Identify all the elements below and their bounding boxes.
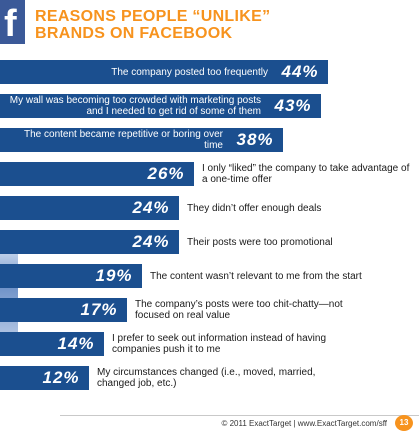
bar-row: My circumstances changed (i.e., moved, m… — [0, 366, 419, 390]
decorative-photo-strip — [0, 242, 18, 342]
bar-row: The company posted too frequently 44% — [0, 60, 419, 84]
bar — [0, 94, 321, 118]
bar-value-label: 24% — [132, 198, 170, 217]
bar-category-label: Their posts were too promotional — [187, 236, 333, 248]
bar-category-label: They didn’t offer enough deals — [187, 202, 322, 214]
bar-value-label: 24% — [132, 232, 170, 251]
bar-value-label: 17% — [80, 300, 118, 319]
bar-category-label: The company’s posts were too chit-chatty… — [135, 299, 343, 321]
bar-value-label: 12% — [42, 368, 80, 387]
bar — [0, 264, 142, 288]
footer-divider — [60, 415, 419, 416]
bar — [0, 196, 179, 220]
bar-category-label: The content became repetitive or boring … — [24, 129, 223, 151]
bar-row: They didn’t offer enough deals 24% — [0, 196, 419, 220]
bar — [0, 332, 104, 356]
bar-category-label: The content wasn’t relevant to me from t… — [150, 270, 362, 282]
bar-category-label: I prefer to seek out information instead… — [112, 333, 327, 355]
bar-row: I prefer to seek out information instead… — [0, 332, 419, 356]
bar-row: Their posts were too promotional 24% — [0, 230, 419, 254]
bar — [0, 366, 89, 390]
bar — [0, 128, 283, 152]
facebook-logo-icon: f — [0, 0, 25, 45]
bar-row: I only “liked” the company to take advan… — [0, 162, 419, 186]
bar-value-label: 14% — [57, 334, 95, 353]
footer-credit: © 2011 ExactTarget | www.ExactTarget.com… — [221, 419, 387, 428]
title-line-1: REASONS PEOPLE “UNLIKE” — [35, 8, 271, 25]
footer: © 2011 ExactTarget | www.ExactTarget.com… — [0, 415, 419, 431]
bar-value-label: 44% — [281, 62, 319, 81]
bar-value-label: 19% — [95, 266, 133, 285]
bar — [0, 230, 179, 254]
bar — [0, 162, 194, 186]
bar-category-label: My circumstances changed (i.e., moved, m… — [97, 367, 316, 389]
bar-row: The content became repetitive or boring … — [0, 128, 419, 152]
bar-category-label: The company posted too frequently — [111, 66, 268, 78]
page-title: REASONS PEOPLE “UNLIKE” BRANDS ON FACEBO… — [35, 8, 270, 42]
bar-row: The company’s posts were too chit-chatty… — [0, 298, 419, 322]
page-number-badge: 13 — [395, 415, 413, 431]
bar-category-label: I only “liked” the company to take advan… — [202, 163, 410, 185]
title-line-2: BRANDS ON FACEBOOK — [35, 25, 233, 42]
bar-value-label: 43% — [274, 96, 312, 115]
bar — [0, 60, 328, 84]
bar-value-label: 26% — [147, 164, 185, 183]
bar-category-label: My wall was becoming too crowded with ma… — [9, 95, 261, 117]
bar-row: My wall was becoming too crowded with ma… — [0, 94, 419, 118]
bar — [0, 298, 127, 322]
bar-row: The content wasn’t relevant to me from t… — [0, 264, 419, 288]
bar-value-label: 38% — [236, 130, 274, 149]
